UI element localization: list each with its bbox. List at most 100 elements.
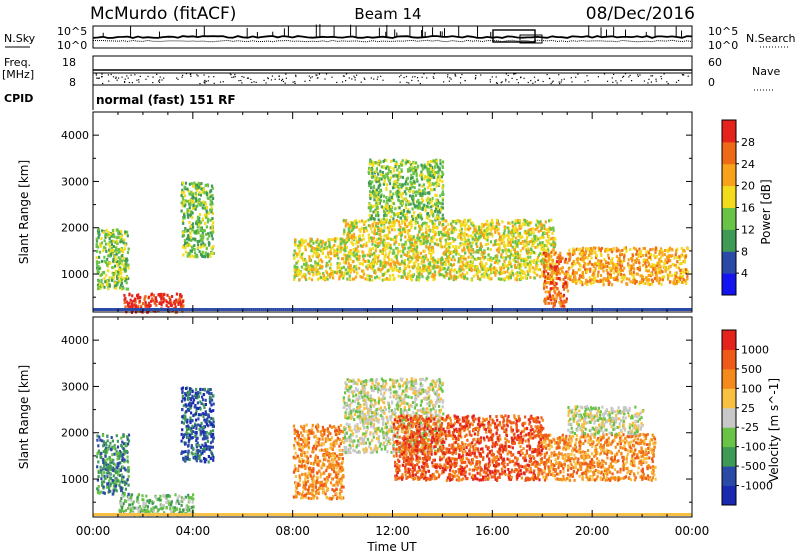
heatmap-cell [345, 222, 348, 226]
heatmap-cell [468, 246, 471, 250]
heatmap-cell [386, 226, 389, 230]
heatmap-cell [138, 308, 141, 311]
heatmap-cell [579, 264, 582, 268]
heatmap-cell [478, 247, 482, 250]
heatmap-cell [476, 265, 479, 269]
heatmap-cell [433, 264, 436, 268]
heatmap-cell [457, 246, 460, 249]
heatmap-cell [312, 308, 315, 311]
heatmap-cell [401, 262, 404, 266]
heatmap-cell [457, 275, 460, 279]
nave-dot [98, 77, 100, 79]
heatmap-cell [623, 246, 626, 250]
heatmap-cell [427, 162, 431, 166]
heatmap-cell [610, 259, 614, 263]
heatmap-cell [436, 177, 439, 181]
heatmap-cell [621, 264, 624, 268]
heatmap-cell [537, 259, 540, 263]
heatmap-cell [558, 290, 561, 294]
heatmap-cell [425, 245, 428, 249]
nave-dot [229, 73, 231, 75]
heatmap-cell [401, 230, 404, 234]
heatmap-cell [334, 249, 338, 253]
heatmap-cell [621, 248, 624, 252]
nave-dot [475, 77, 477, 79]
heatmap-cell [192, 195, 195, 199]
heatmap-cell [575, 247, 578, 251]
nave-dot [116, 79, 118, 81]
heatmap-cell [397, 178, 400, 181]
heatmap-cell [530, 240, 533, 244]
heatmap-cell [181, 302, 184, 306]
heatmap-cell [403, 230, 406, 234]
heatmap-cell [124, 243, 127, 247]
heatmap-cell [315, 253, 318, 257]
heatmap-cell [512, 230, 515, 234]
heatmap-cell [615, 277, 619, 281]
heatmap-cell [384, 260, 387, 264]
heatmap-cell [543, 279, 547, 283]
heatmap-cell [579, 257, 582, 261]
heatmap-cell [553, 237, 556, 241]
heatmap-cell [115, 281, 118, 285]
heatmap-cell [397, 274, 400, 278]
heatmap-cell [479, 257, 482, 260]
heatmap-cell [424, 165, 427, 169]
heatmap-cell [460, 227, 463, 231]
heatmap-cell [198, 308, 201, 311]
heatmap-cell [397, 205, 400, 209]
heatmap-cell [440, 236, 443, 240]
heatmap-cell [507, 226, 510, 230]
heatmap-cell [599, 249, 602, 253]
heatmap-cell [570, 308, 573, 311]
heatmap-cell [368, 265, 371, 269]
heatmap-cell [351, 224, 354, 228]
heatmap-cell [474, 308, 477, 311]
heatmap-cell [495, 259, 498, 263]
heatmap-cell [401, 201, 404, 205]
heatmap-cell [399, 228, 402, 232]
heatmap-cell [427, 178, 430, 182]
nave-dot [136, 79, 138, 81]
beam-title: Beam 14 [354, 5, 421, 23]
nave-dot [284, 82, 286, 84]
heatmap-cell [480, 250, 483, 254]
heatmap-cell [372, 308, 375, 311]
heatmap-cell [385, 218, 388, 222]
heatmap-cell [623, 266, 626, 270]
heatmap-cell [388, 236, 391, 240]
heatmap-cell [627, 258, 630, 262]
heatmap-cell [373, 198, 376, 202]
heatmap-cell [104, 247, 107, 250]
heatmap-cell [405, 212, 409, 216]
heatmap-cell [484, 243, 487, 247]
heatmap-cell [410, 225, 413, 229]
heatmap-cell [465, 222, 468, 226]
heatmap-cell [392, 248, 395, 252]
heatmap-cell [97, 245, 100, 249]
heatmap-cell [521, 246, 524, 250]
heatmap-cell [410, 164, 413, 168]
heatmap-cell [667, 257, 670, 261]
heatmap-cell [376, 232, 379, 236]
heatmap-cell [388, 196, 391, 200]
heatmap-cell [495, 221, 498, 225]
heatmap-cell [505, 275, 509, 279]
heatmap-cell [548, 308, 551, 311]
heatmap-cell [474, 233, 477, 237]
nave-dot [238, 80, 240, 82]
heatmap-cell [404, 240, 407, 244]
heatmap-cell [137, 304, 140, 308]
heatmap-cell [356, 308, 359, 311]
heatmap-cell [503, 243, 506, 247]
heatmap-cell [395, 163, 399, 166]
heatmap-cell [401, 212, 404, 216]
heatmap-cell [218, 308, 221, 311]
heatmap-cell [153, 300, 156, 304]
heatmap-cell [211, 202, 214, 206]
heatmap-cell [429, 242, 432, 246]
heatmap-cell [546, 232, 549, 236]
heatmap-cell [568, 252, 571, 256]
heatmap-cell [526, 235, 529, 239]
heatmap-cell [452, 255, 455, 259]
